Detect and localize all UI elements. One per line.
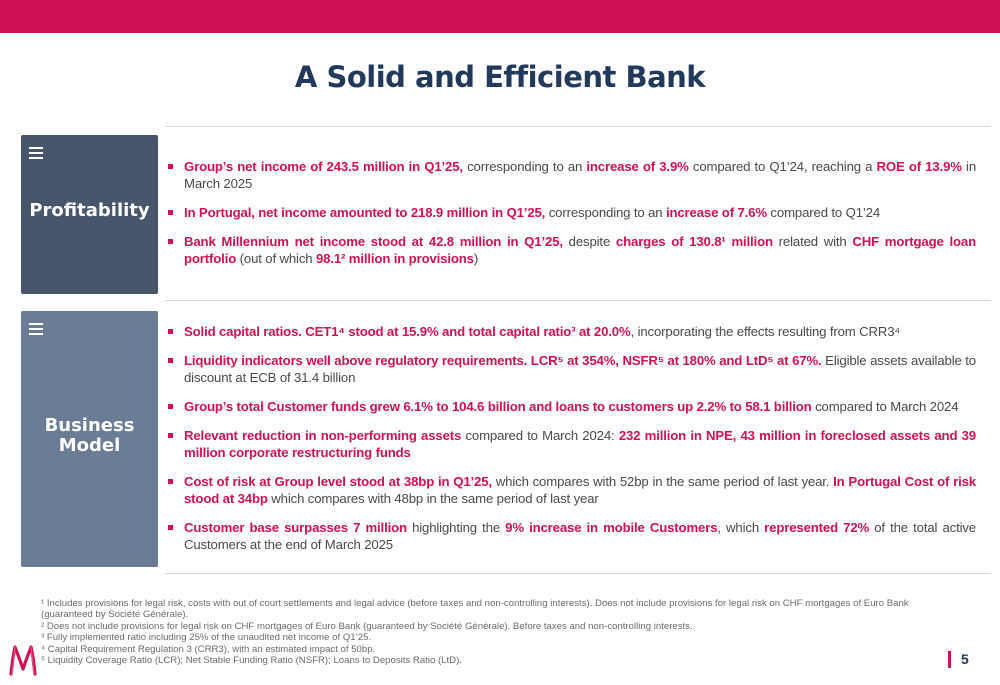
body-text: which compares with 52bp in the same per…: [491, 474, 834, 489]
highlight-text: Cost of risk at Group level stood at 38b…: [184, 474, 492, 489]
body-text: of the total active Customers at the end…: [184, 520, 976, 552]
highlight-text: increase of 3.9%: [586, 159, 689, 174]
body-text: despite: [562, 234, 616, 249]
body-text: ): [473, 251, 479, 266]
highlight-text: charges of 130.8¹ million: [615, 234, 773, 249]
highlight-text: represented 72%: [764, 520, 870, 535]
business_model-bullet: Customer base surpasses 7 million highli…: [166, 519, 976, 553]
highlight-text: Bank Millennium net income stood at 42.8…: [184, 234, 563, 249]
highlight-text: Group’s total Customer funds grew 6.1% t…: [184, 399, 812, 414]
business_model-bullet: Liquidity indicators well above regulato…: [166, 352, 976, 386]
business_model-bullet: Group’s total Customer funds grew 6.1% t…: [166, 398, 976, 415]
body-text: , which: [717, 520, 765, 535]
highlight-text: In Portugal Cost of risk stood at 34bp: [184, 474, 976, 506]
highlight-text: Group’s net income of 243.5 million in Q…: [184, 159, 463, 174]
business-model-label: Business Model: [44, 415, 135, 456]
highlight-text: 232 million in NPE, 43 million in forecl…: [184, 428, 976, 460]
profitability-label: Profitability: [29, 200, 150, 221]
body-text: compared to March 2024: [811, 399, 959, 414]
footnote: ¹ Includes provisions for legal risk, co…: [41, 598, 909, 621]
footnote: ⁴ Capital Requirement Regulation 3 (CRR3…: [41, 643, 376, 655]
business-model-bullet-list: Solid capital ratios. CET1⁴ stood at 15.…: [166, 323, 976, 565]
body-text: which compares with 48bp in the same per…: [267, 491, 599, 506]
profitability-section-box: Profitability: [21, 135, 158, 294]
divider-bottom: [165, 573, 991, 574]
business_model-bullet: Solid capital ratios. CET1⁴ stood at 15.…: [166, 323, 976, 340]
body-text: (out of which: [236, 251, 316, 266]
footnote: ⁵ Liquidity Coverage Ratio (LCR); Net St…: [41, 655, 462, 667]
business_model-bullet: Cost of risk at Group level stood at 38b…: [166, 473, 976, 507]
body-text: , incorporating the effects resulting fr…: [630, 324, 901, 339]
footnotes: ¹ Includes provisions for legal risk, co…: [41, 598, 951, 666]
menu-icon: [29, 147, 43, 159]
highlight-text: CHF mortgage loan portfolio: [184, 234, 976, 266]
highlight-text: Solid capital ratios. CET1⁴ stood at 15.…: [184, 324, 631, 339]
body-text: corresponding to an: [462, 159, 587, 174]
footnote: ² Does not include provisions for legal …: [41, 620, 693, 632]
body-text: compared to March 2024:: [461, 428, 619, 443]
body-text: related with: [772, 234, 853, 249]
business_model-bullet: Relevant reduction in non-performing ass…: [166, 427, 976, 461]
highlight-text: 98.1² million in provisions: [315, 251, 474, 266]
highlight-text: 9% increase in mobile Customers: [505, 520, 718, 535]
highlight-text: Relevant reduction in non-performing ass…: [184, 428, 462, 443]
profitability-bullet-list: Group’s net income of 243.5 million in Q…: [166, 158, 976, 279]
page-title: A Solid and Efficient Bank: [294, 60, 706, 94]
profitability-bullet: Group’s net income of 243.5 million in Q…: [166, 158, 976, 192]
highlight-text: In Portugal, net income amounted to 218.…: [184, 205, 546, 220]
body-text: compared to Q1’24, reaching a: [688, 159, 877, 174]
profitability-bullet: Bank Millennium net income stood at 42.8…: [166, 233, 976, 267]
body-text: Eligible assets available to discount at…: [184, 353, 976, 385]
highlight-text: ROE of 13.9%: [876, 159, 962, 174]
menu-icon: [29, 323, 43, 335]
body-text: corresponding to an: [545, 205, 666, 220]
profitability-bullet: In Portugal, net income amounted to 218.…: [166, 204, 976, 221]
divider-top: [165, 126, 991, 127]
millennium-logo: [9, 645, 37, 676]
page-number: 5: [961, 651, 969, 667]
divider-middle: [165, 300, 991, 301]
body-text: compared to Q1’24: [766, 205, 881, 220]
body-text: highlighting the: [406, 520, 506, 535]
top-accent-bar: [0, 0, 1000, 33]
highlight-text: Liquidity indicators well above regulato…: [184, 353, 822, 368]
business-model-section-box: Business Model: [21, 311, 158, 567]
highlight-text: Customer base surpasses 7 million: [184, 520, 407, 535]
page-number-marker: [948, 651, 951, 668]
highlight-text: increase of 7.6%: [665, 205, 767, 220]
body-text: in March 2025: [184, 159, 977, 191]
footnote: ³ Fully implemented ratio including 25% …: [41, 632, 372, 644]
